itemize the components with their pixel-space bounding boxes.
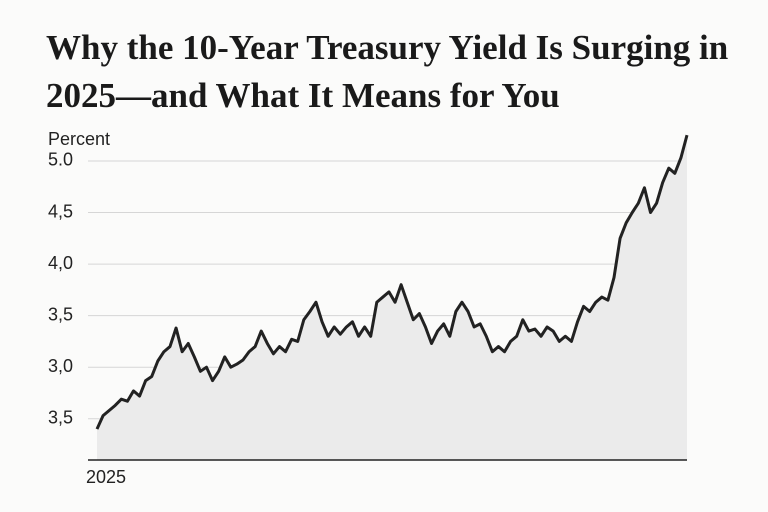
y-tick-label: 3,5 bbox=[48, 304, 73, 324]
y-tick-label: 5.0 bbox=[48, 150, 73, 170]
y-tick-label: 3,5 bbox=[48, 408, 73, 428]
line bbox=[95, 134, 689, 430]
x-tick-label: 2025 bbox=[86, 467, 126, 487]
y-axis-label: Percent bbox=[48, 129, 110, 149]
y-tick-label: 4,5 bbox=[48, 201, 73, 221]
y-tick-label: 3,0 bbox=[48, 356, 73, 376]
y-tick-label: 4,0 bbox=[48, 253, 73, 273]
chart-title: Why the 10-Year Treasury Yield Is Surgin… bbox=[46, 28, 729, 115]
